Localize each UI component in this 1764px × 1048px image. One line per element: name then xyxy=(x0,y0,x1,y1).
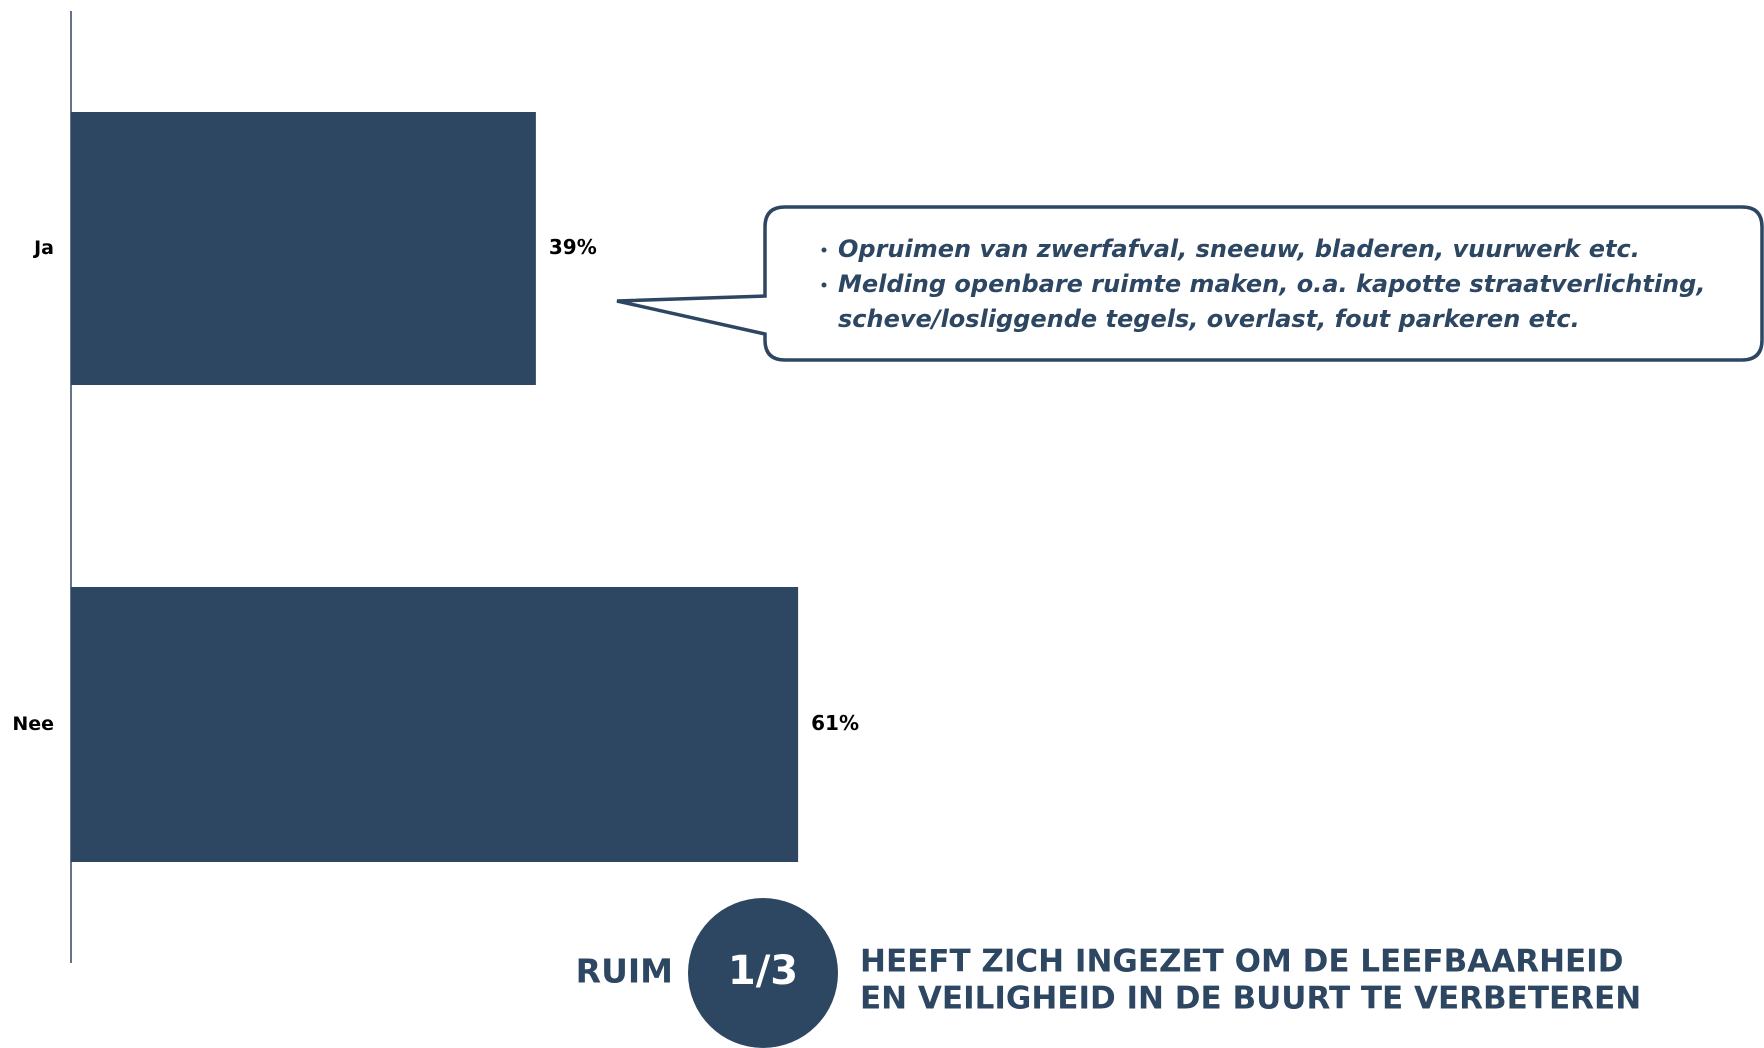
callout-box xyxy=(616,205,1764,362)
bullet xyxy=(821,282,827,288)
summary-prefix: RUIM xyxy=(576,952,673,991)
value-label: 39% xyxy=(549,235,597,259)
summary-line: HEEFT ZICH INGEZET OM DE LEEFBAARHEID xyxy=(860,944,1623,980)
bullet xyxy=(821,247,827,253)
category-label: Nee xyxy=(12,713,54,735)
callout-text: scheve/losliggende tegels, overlast, fou… xyxy=(838,305,1580,333)
category-label: Ja xyxy=(32,237,54,259)
callout-text: Opruimen van zwerfafval, sneeuw, bladere… xyxy=(838,235,1640,263)
value-label: 61% xyxy=(811,711,859,735)
summary-highlight: 1/3 xyxy=(728,948,798,994)
highlight-circle xyxy=(688,898,838,1048)
bar xyxy=(71,587,799,862)
summary-line: EN VEILIGHEID IN DE BUURT TE VERBETEREN xyxy=(860,981,1641,1017)
bar xyxy=(71,112,536,385)
callout-text: Melding openbare ruimte maken, o.a. kapo… xyxy=(838,270,1705,298)
